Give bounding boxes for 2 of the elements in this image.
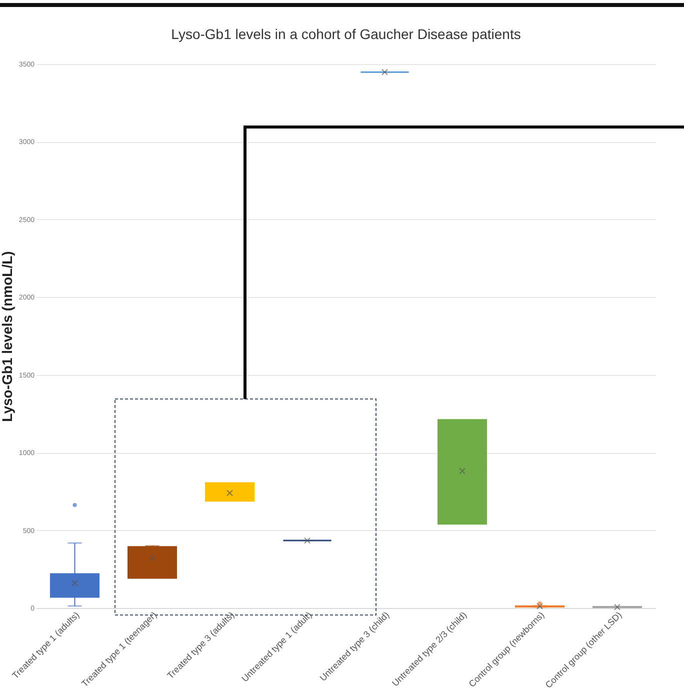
y-axis-title: Lyso-Gb1 levels (nmoL/L): [0, 251, 15, 422]
chart-title: Lyso-Gb1 levels in a cohort of Gaucher Disease patients: [171, 26, 521, 42]
